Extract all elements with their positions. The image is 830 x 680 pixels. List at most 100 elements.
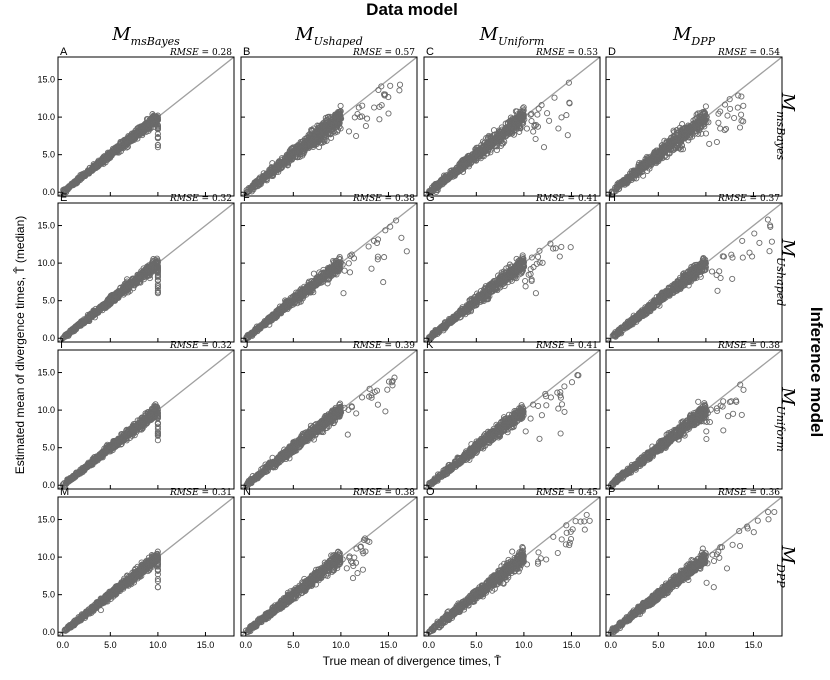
point (330, 271, 337, 278)
point (496, 278, 503, 285)
y-tick-label: 0.0 (42, 333, 55, 343)
point (673, 129, 681, 137)
point (304, 286, 311, 293)
point (512, 108, 519, 115)
point (528, 276, 535, 283)
point (539, 259, 546, 266)
point (286, 149, 293, 156)
point (555, 125, 562, 132)
rmse-equals: = (565, 194, 578, 204)
point (119, 139, 126, 146)
point (104, 149, 111, 156)
point (385, 94, 392, 101)
point (254, 325, 261, 332)
point (738, 111, 745, 118)
panel-letter: F (243, 192, 250, 204)
point (567, 244, 574, 251)
point (550, 245, 557, 252)
point (75, 175, 82, 182)
y-tick-label: 5.0 (42, 150, 55, 160)
point (293, 144, 300, 151)
point (519, 105, 526, 112)
point (630, 171, 637, 178)
point (90, 312, 97, 319)
point (309, 281, 316, 288)
point (521, 116, 528, 123)
point (510, 267, 517, 274)
column-header-msbayes: MmsBayes (111, 24, 180, 48)
point (474, 295, 481, 303)
point (128, 135, 135, 142)
point (525, 271, 532, 278)
point (558, 114, 565, 121)
point (695, 120, 702, 127)
point (375, 86, 382, 94)
point (702, 130, 710, 137)
point (130, 277, 137, 284)
point (617, 181, 624, 189)
panel-grid: 0.05.010.015.0A RMSE = 0.28 B RMSE = 0.57 C R… (37, 46, 783, 650)
point (327, 131, 334, 138)
panel-letter: G (426, 192, 435, 204)
point (490, 278, 497, 285)
point (387, 223, 394, 230)
point (453, 315, 460, 322)
point (275, 168, 282, 175)
panel-a: 0.05.010.015.0A RMSE = 0.28 (37, 46, 235, 197)
point (660, 143, 668, 150)
point (445, 319, 452, 326)
point (387, 82, 394, 89)
point (381, 254, 388, 261)
point (484, 145, 492, 152)
point (116, 141, 123, 148)
point (517, 256, 524, 263)
point (427, 332, 435, 339)
point (154, 263, 161, 271)
point (473, 157, 480, 164)
point (540, 144, 548, 151)
point (506, 261, 513, 268)
point (321, 138, 328, 145)
point (290, 153, 297, 160)
rmse-annotation: RMSE = 0.32 (169, 194, 232, 204)
rmse-equals: = (565, 48, 578, 58)
point (261, 322, 268, 329)
point (292, 153, 299, 161)
rmse-label: RMSE (352, 48, 382, 58)
point (320, 275, 328, 282)
point (528, 117, 535, 125)
row-header-ushaped-base: M (777, 238, 798, 258)
point (396, 81, 404, 88)
point (381, 92, 388, 99)
point (685, 137, 692, 144)
point (117, 143, 124, 150)
point (290, 144, 297, 151)
point (82, 317, 89, 324)
point (566, 100, 573, 107)
row-header-ushaped: MUshaped (774, 238, 798, 307)
point (112, 147, 119, 154)
point (374, 256, 381, 263)
column-header-ushaped-subscript: Ushaped (314, 35, 363, 48)
point (492, 136, 499, 143)
point (104, 296, 111, 303)
point (64, 186, 71, 193)
point (135, 132, 142, 139)
point (669, 139, 676, 147)
point (532, 121, 540, 128)
point (706, 140, 713, 147)
y-tick-label: 10.0 (37, 112, 55, 122)
point (365, 243, 372, 250)
point (340, 290, 347, 297)
panel-b: B RMSE = 0.57 (240, 46, 418, 197)
point (154, 142, 161, 149)
point (626, 175, 633, 182)
point (488, 281, 496, 288)
point (374, 253, 381, 260)
point (472, 151, 479, 158)
point (727, 105, 734, 112)
point (136, 272, 143, 279)
point (564, 132, 571, 139)
point (565, 79, 572, 86)
